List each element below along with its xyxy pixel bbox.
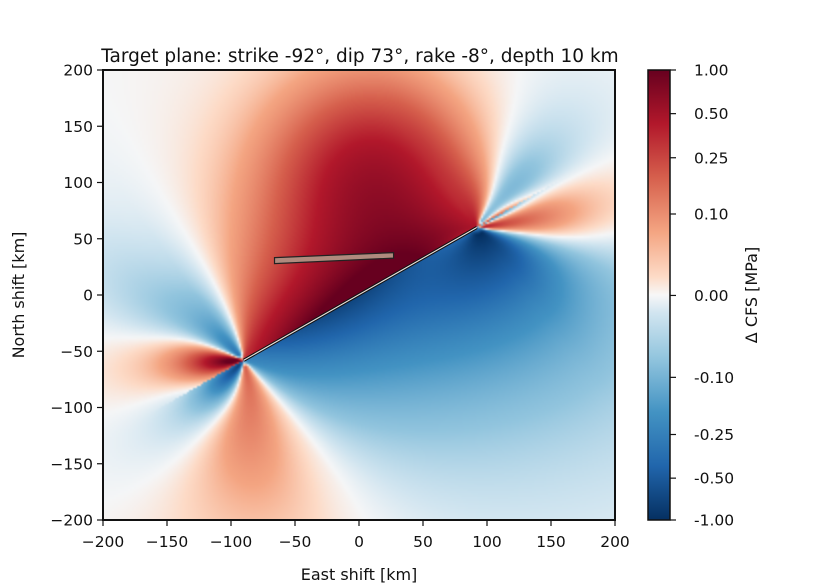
source-fault-outline	[243, 227, 478, 361]
y-tick-label: −50	[60, 343, 93, 361]
colorbar-tick-label: 1.00	[694, 62, 729, 80]
y-axis: 200 150 100 50 0 −50 −100 −150 −200	[50, 62, 103, 530]
y-tick-label: 150	[63, 118, 93, 136]
y-tick-label: 100	[63, 174, 93, 192]
colorbar-tick-label: 0.10	[694, 206, 729, 224]
x-tick-label: 150	[536, 533, 566, 551]
colorbar-tick-label: 0.25	[694, 149, 729, 167]
x-tick-label: 200	[600, 533, 630, 551]
x-axis: −200 −150 −100 −50 0 50 100 150 200	[82, 520, 630, 551]
x-tick-label: −50	[279, 533, 312, 551]
colorbar-label: Δ CFS [MPa]	[742, 247, 761, 343]
y-tick-label: −200	[50, 512, 93, 530]
colorbar-tick-label: -0.50	[694, 470, 734, 488]
x-tick-label: 100	[472, 533, 502, 551]
y-tick-label: 0	[83, 287, 93, 305]
receiver-fault-patch	[273, 251, 395, 265]
colorbar-tick-label: -0.10	[694, 369, 734, 387]
x-tick-label: −200	[82, 533, 125, 551]
colorbar	[647, 69, 671, 521]
colorbar-tick-label: -1.00	[694, 512, 734, 530]
colorbar-tick-label: 0.00	[694, 287, 729, 305]
chart-title: Target plane: strike -92°, dip 73°, rake…	[100, 46, 618, 67]
y-tick-label: −100	[50, 399, 93, 417]
x-tick-label: −150	[146, 533, 189, 551]
colorbar-tick-label: -0.25	[694, 426, 734, 444]
x-axis-label: East shift [km]	[301, 565, 418, 584]
y-tick-label: 200	[63, 62, 93, 80]
colorbar-tick-label: 0.50	[694, 105, 729, 123]
x-tick-label: 0	[354, 533, 364, 551]
y-tick-label: −150	[50, 455, 93, 473]
colorbar-ticks: 1.00 0.50 0.25 0.10 0.00 -0.10 -0.25 -0.50 -1.00	[670, 62, 734, 530]
x-tick-label: −100	[210, 533, 253, 551]
y-tick-label: 50	[73, 230, 93, 248]
x-tick-label: 50	[413, 533, 433, 551]
y-axis-label: North shift [km]	[9, 232, 28, 359]
